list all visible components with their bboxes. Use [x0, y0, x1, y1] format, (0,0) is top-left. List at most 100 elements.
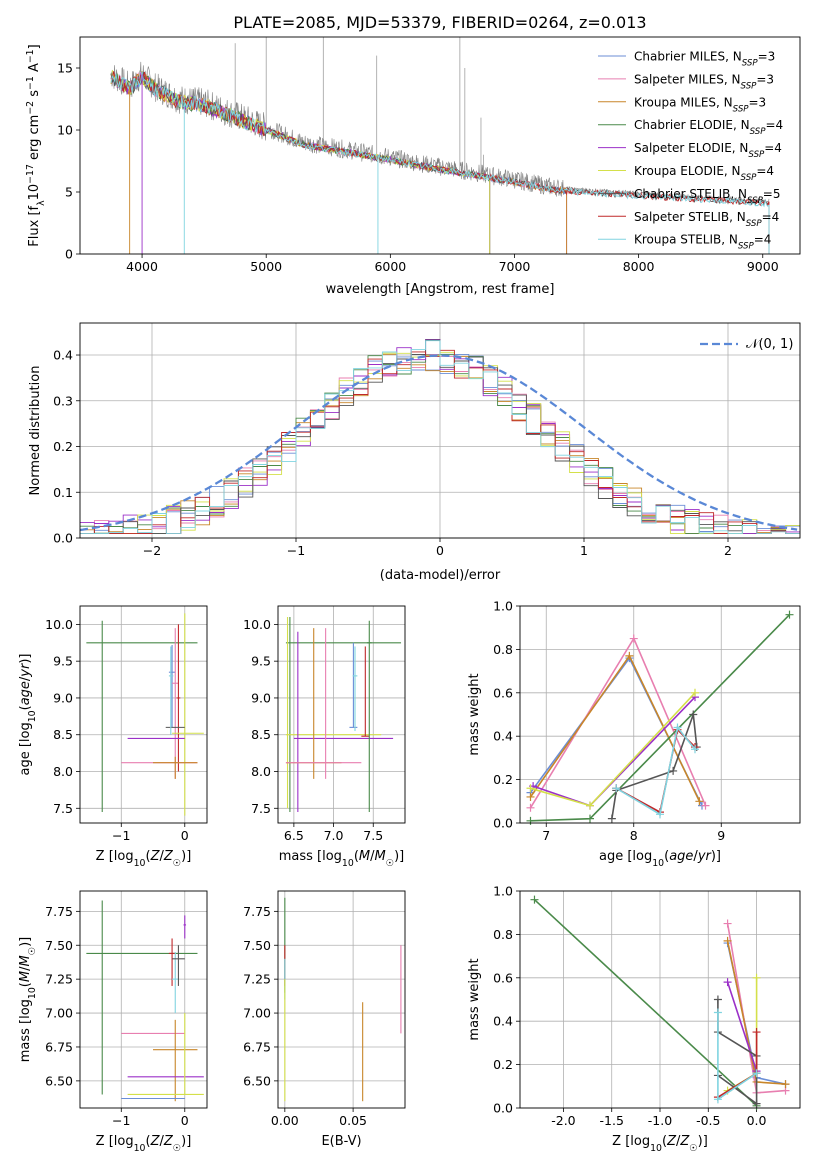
mass-age-panel: 6.5 7.0 7.5 7.5 8.0 8.5 9.0 9.5 10.0 mass [log10(…: [243, 605, 406, 869]
y-tick-label: 0.0: [53, 531, 73, 546]
axes-frame: [519, 890, 801, 1109]
mass-weight-point-marker: [526, 784, 535, 793]
y-tick-label: 6.75: [45, 1039, 73, 1054]
mass-weight-point-marker: [723, 978, 732, 987]
x-tick-label: 0.05: [339, 1113, 367, 1128]
y-tick-label: 7.00: [45, 1006, 73, 1021]
y-tick-label: 6.75: [243, 1039, 271, 1054]
mass-weight-point-marker: [713, 1095, 722, 1104]
y-tick-label: 0.4: [493, 1014, 513, 1029]
mass-weight-point-marker: [752, 973, 761, 982]
mass-weight-point-marker: [691, 688, 699, 697]
x-tick-label: −1: [287, 543, 305, 558]
legend-entry-label: Kroupa MILES, NSSP=3: [634, 95, 766, 114]
residual-x-axis-label: (data-model)/error: [380, 568, 501, 583]
x-tick-label: 7.0: [324, 828, 344, 843]
mass-weight-point-marker: [701, 801, 710, 810]
mass-weight-series-line: [529, 636, 707, 809]
y-tick-label: 0.4: [493, 729, 513, 744]
x-tick-label: 0.0: [747, 1113, 767, 1128]
axes-frame: [79, 605, 208, 824]
mass-weight-point-marker: [526, 792, 535, 801]
mass-weight-point-marker: [752, 1028, 761, 1037]
z-mass-panel-y-axis-label: mass [log10(M/M☉)]: [18, 937, 38, 1063]
y-tick-label: 7.50: [243, 938, 271, 953]
mass-weight-point-marker: [752, 1069, 761, 1078]
x-tick-label: 9: [717, 828, 725, 843]
y-tick-label: 1.0: [493, 884, 513, 899]
y-tick-label: 0.2: [493, 1057, 513, 1072]
x-tick-label: 6.5: [284, 828, 304, 843]
x-tick-label: −2: [143, 543, 161, 558]
mass-weight-point-marker: [695, 797, 704, 806]
residual-y-axis-label: Normed distribution: [28, 366, 43, 496]
z-age-panel: −1 0 7.5 8.0 8.5 9.0 9.5 10.0 Z [log10(Z/Z☉)] age…: [18, 605, 208, 869]
x-tick-label: 7: [542, 828, 550, 843]
mass-weight-series-line: [615, 725, 696, 816]
spectrum-legend: Chabrier MILES, NSSP=3 Salpeter MILES, NS…: [598, 50, 783, 252]
y-tick-label: 9.0: [251, 690, 271, 705]
mass-weight-point-marker: [612, 784, 621, 793]
x-tick-label: 2: [724, 543, 732, 558]
y-tick-label: 5: [65, 185, 73, 200]
residual-histogram-step: [80, 340, 800, 534]
x-tick-label: 6000: [374, 259, 406, 274]
y-tick-label: 9.5: [53, 654, 73, 669]
y-tick-label: 0.8: [493, 642, 513, 657]
y-tick-label: 0.0: [493, 816, 513, 831]
legend-entry-label: 𝒩(0, 1): [746, 337, 793, 352]
y-tick-label: 8.0: [53, 764, 73, 779]
x-tick-label: 0: [181, 828, 189, 843]
legend-entry-label: Chabrier STELIB, NSSP=5: [634, 187, 781, 206]
x-tick-label: 0: [436, 543, 444, 558]
x-tick-label: 7.5: [363, 828, 383, 843]
axes-frame: [79, 36, 801, 255]
legend-entry-label: Chabrier MILES, NSSP=3: [634, 50, 775, 69]
x-tick-label: 1: [580, 543, 588, 558]
y-tick-label: 0: [65, 247, 73, 262]
axes-frame: [79, 890, 208, 1109]
mass-weight-point-marker: [713, 1008, 722, 1017]
mass-weight-point-marker: [586, 801, 594, 810]
y-tick-label: 1.0: [493, 599, 513, 614]
x-tick-label: −1: [112, 1113, 130, 1128]
y-tick-label: 7.00: [243, 1006, 271, 1021]
model-spectrum-line: [110, 72, 491, 254]
mass-weight-point-marker: [629, 634, 638, 643]
y-tick-label: 8.5: [251, 727, 271, 742]
mass-weight-point-marker: [723, 936, 732, 945]
x-tick-label: -0.5: [696, 1113, 720, 1128]
y-tick-label: 7.75: [243, 904, 271, 919]
y-tick-label: 7.5: [251, 801, 271, 816]
mass-weight-point-marker: [607, 814, 616, 823]
mass-weight-series-line: [533, 899, 758, 1107]
mass-weight-point-marker: [586, 814, 594, 823]
mass-weight-series-line: [532, 696, 696, 807]
model-spectrum-line: [110, 72, 491, 254]
mass-age-panel-x-axis-label: mass [log10(M/M☉)]: [279, 849, 405, 869]
residual-histogram-step: [80, 349, 800, 534]
figure-title: PLATE=2085, MJD=53379, FIBERID=0264, z=0…: [233, 13, 646, 32]
y-tick-label: 7.25: [243, 972, 271, 987]
mass-weight-series-line: [611, 714, 698, 819]
spectrum-axes: 4000 5000 6000 7000 8000 9000 0 5 10 15 wavelength…: [25, 36, 801, 297]
z-age-panel-x-axis-label: Z [log10(Z/Z☉)]: [96, 849, 192, 869]
residual-axes: −2 −1 0 1 2 0.0 0.1 0.2 0.3 0.4 (data-model)/error…: [28, 322, 801, 583]
x-tick-label: -1.0: [648, 1113, 672, 1128]
axes-frame: [277, 605, 406, 824]
x-tick-label: 8: [630, 828, 638, 843]
mass-weight-point-marker: [669, 766, 678, 775]
mass-weight-point-marker: [673, 723, 682, 732]
axes-frame: [277, 890, 406, 1109]
x-tick-label: 8000: [623, 259, 655, 274]
y-tick-label: 7.75: [45, 904, 73, 919]
age-weight-panel-y-axis-label: mass weight: [467, 673, 482, 755]
y-tick-label: 0.2: [493, 772, 513, 787]
mass-weight-point-marker: [691, 745, 699, 754]
x-tick-label: 0.00: [271, 1113, 299, 1128]
x-tick-label: −1: [112, 828, 130, 843]
age-weight-panel: 7 8 9 0.0 0.2 0.4 0.6 0.8 1.0 age [log10(age/yr)]…: [467, 599, 801, 869]
x-tick-label: -2.0: [551, 1113, 575, 1128]
ebv-mass-panel: 0.00 0.05 6.50 6.75 7.00 7.25 7.50 7.75 E(B-V): [243, 890, 406, 1149]
